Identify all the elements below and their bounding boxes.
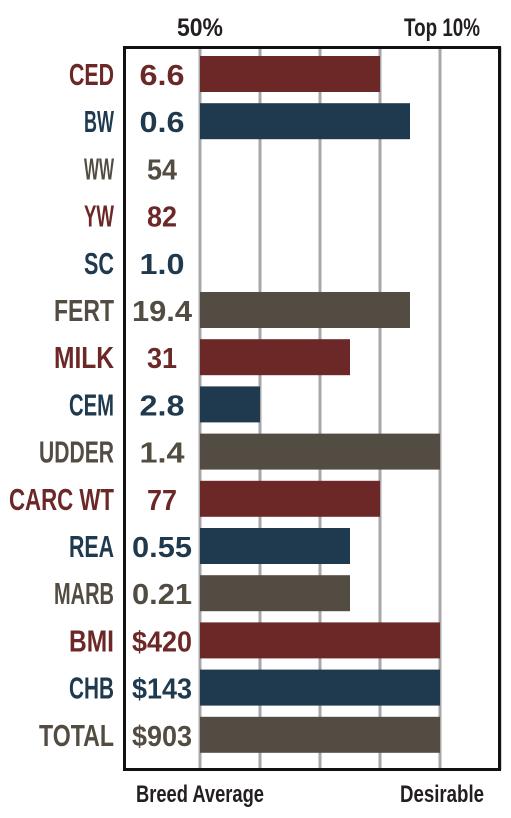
trait-label: CARC WT [9,482,114,517]
bar-marb [200,575,350,612]
trait-label: MARB [54,576,114,611]
trait-label: BW [84,104,114,139]
bar-milk [200,339,350,376]
trait-label: YW [84,199,114,234]
trait-value: $903 [132,721,192,753]
trait-label: REA [69,529,114,564]
trait-label: UDDER [39,435,114,470]
trait-value: 1.0 [140,249,185,281]
trait-value: 1.4 [140,438,185,470]
top-label-50: 50% [177,14,223,42]
bottom-label-desirable: Desirable [400,781,484,808]
trait-label: WW [84,151,114,186]
trait-value: 6.6 [140,60,185,92]
trait-label: FERT [54,293,114,328]
bar-carc-wt [200,480,380,517]
trait-value: 0.6 [140,107,185,139]
trait-label: CED [69,57,114,92]
bar-rea [200,528,350,564]
bar-ced [200,56,380,92]
trait-label: SC [84,246,114,281]
row-labels: CED 6.6 BW 0.6 WW 54 YW 82 SC 1.0 FERT 19.4 MILK 31 CE… [9,57,192,753]
top-label-top10: Top 10% [404,14,480,42]
bar-udder [200,433,440,470]
trait-label: MILK [54,340,114,375]
bar-chb [200,669,440,706]
trait-label: TOTAL [39,718,114,753]
trait-value: 0.21 [132,579,192,611]
trait-value: 2.8 [140,390,185,422]
trait-value: 54 [147,154,177,186]
trait-value: 31 [147,343,177,375]
trait-value: $420 [132,626,192,658]
bottom-label-breed-average: Breed Average [136,781,264,808]
bar-bmi [200,622,440,659]
bar-cem [200,386,260,423]
chart-frame [123,46,501,771]
bar-total [200,716,440,753]
trait-label: CEM [69,387,114,422]
bar-fert [200,292,410,328]
trait-label: CHB [69,671,114,706]
trait-value: 0.55 [132,532,192,564]
trait-value: 82 [147,202,177,234]
trait-value: 19.4 [132,296,192,328]
bar-bw [200,103,410,140]
bars [200,56,440,753]
trait-value: $143 [132,674,192,706]
trait-label: BMI [69,623,114,658]
trait-value: 77 [147,485,177,517]
